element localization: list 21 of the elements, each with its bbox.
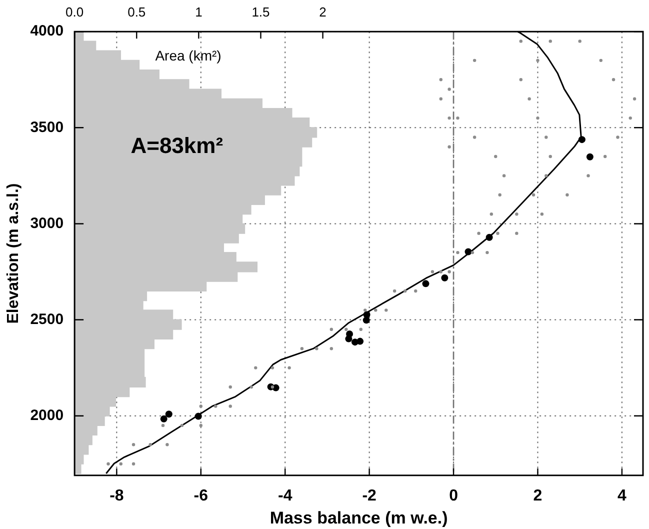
x-tick-label: 2 [533, 487, 542, 504]
x-tick-label: -8 [110, 487, 124, 504]
y-tick-label: 2500 [30, 310, 64, 328]
x2-tick-label: 1 [195, 4, 202, 20]
y-tick-label: 3500 [30, 118, 64, 136]
annotation: A=83km² [130, 133, 224, 158]
x-tick-label: 4 [617, 487, 626, 504]
y-tick-label: 2000 [30, 406, 64, 424]
x2-tick-label: 0.5 [128, 4, 146, 20]
x-axis-title: Mass balance (m w.e.) [270, 508, 448, 528]
x-tick-label: -6 [194, 487, 208, 504]
x2-tick-label: 0.0 [66, 4, 84, 20]
x-tick-label: 0 [449, 487, 458, 504]
y-tick-label: 3000 [30, 214, 64, 232]
y-tick-label: 4000 [30, 22, 64, 40]
x-tick-label: -4 [278, 487, 292, 504]
x2-axis-title: Area (km²) [155, 47, 222, 64]
x2-tick-label: 2 [319, 4, 326, 20]
y-axis-title: Elevation (m a.s.l.) [5, 183, 22, 324]
x-tick-label: -2 [362, 487, 377, 504]
x2-tick-label: 1.5 [252, 4, 270, 20]
